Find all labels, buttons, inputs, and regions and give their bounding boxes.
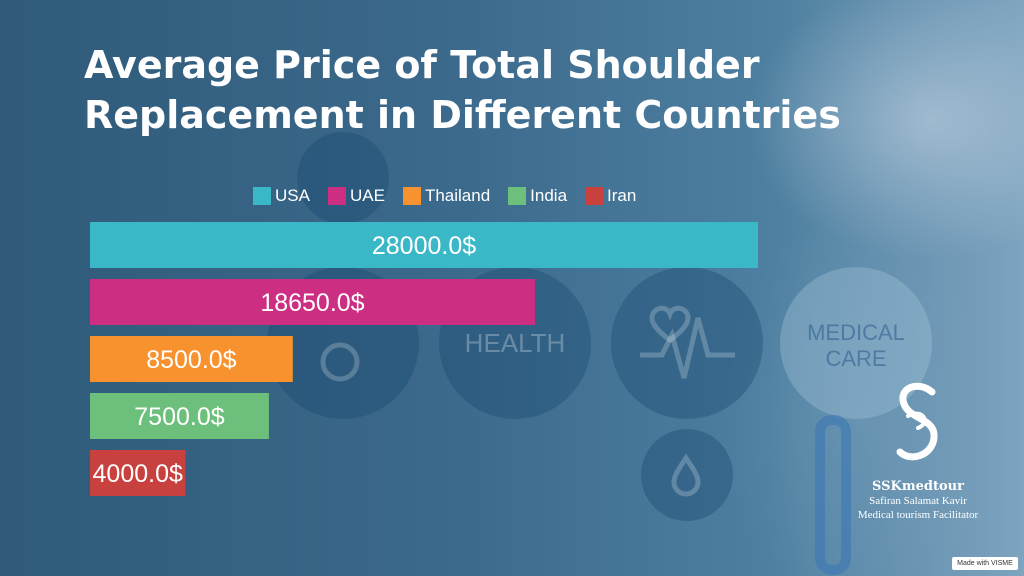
- stethoscope-tube: [815, 415, 851, 575]
- visme-watermark[interactable]: Made with VISME: [952, 557, 1018, 570]
- bar-usa: [90, 222, 758, 268]
- medical-care-circle: [780, 267, 932, 419]
- legend-item-uae: UAE: [327, 186, 385, 206]
- legend-swatch: [402, 187, 421, 205]
- title-line-1: Average Price of Total Shoulder: [84, 43, 760, 87]
- legend-swatch: [585, 187, 604, 205]
- legend-item-thailand: Thailand: [402, 186, 491, 206]
- legend-label: India: [530, 186, 568, 205]
- data-label-india: 7500.0$: [134, 403, 224, 431]
- logo-line-2: Medical tourism Facilitator: [857, 509, 979, 521]
- drop-icon: [671, 453, 701, 497]
- legend-label: Thailand: [424, 186, 491, 205]
- data-label-uae: 18650.0$: [260, 289, 364, 317]
- legend-item-iran: Iran: [585, 186, 636, 206]
- legend-label: UAE: [349, 186, 385, 205]
- logo-line-1: Safiran Salamat Kavir: [869, 495, 967, 507]
- legend-label: Iran: [607, 186, 637, 205]
- care-text: CARE: [825, 346, 886, 371]
- drop-circle: [641, 429, 733, 521]
- heart-icon: [649, 305, 691, 344]
- legend-item-india: India: [508, 186, 567, 206]
- data-label-iran: 4000.0$: [93, 460, 183, 488]
- legend-swatch: [508, 187, 527, 205]
- bar-uae: [90, 279, 535, 325]
- bar-thailand: [90, 336, 293, 382]
- chart-legend: USA UAE Thailand India Iran: [253, 184, 654, 208]
- title-line-2: Replacement in Different Countries: [84, 93, 841, 137]
- faded-circle-top: [297, 132, 389, 224]
- bar-india: [90, 393, 269, 439]
- data-label-thailand: 8500.0$: [146, 346, 236, 374]
- legend-swatch: [327, 187, 346, 205]
- chart-title: Average Price of Total Shoulder Replacem…: [84, 40, 904, 140]
- health-text: HEALTH: [465, 328, 566, 358]
- wheelchair-icon: [320, 342, 360, 382]
- logo-s-icon: [896, 382, 938, 461]
- sskmedtour-logo: SSKmedtour Safiran Salamat Kavir Medical…: [848, 378, 988, 522]
- heartbeat-line: [640, 317, 735, 379]
- logo-name: SSKmedtour: [872, 479, 964, 494]
- bar-iran: [90, 450, 186, 496]
- legend-label: USA: [275, 186, 310, 205]
- heart-circle: [611, 267, 763, 419]
- medical-text: MEDICAL: [807, 320, 905, 345]
- legend-item-usa: USA: [253, 186, 310, 206]
- data-label-usa: 28000.0$: [372, 232, 476, 260]
- legend-swatch: [253, 187, 271, 205]
